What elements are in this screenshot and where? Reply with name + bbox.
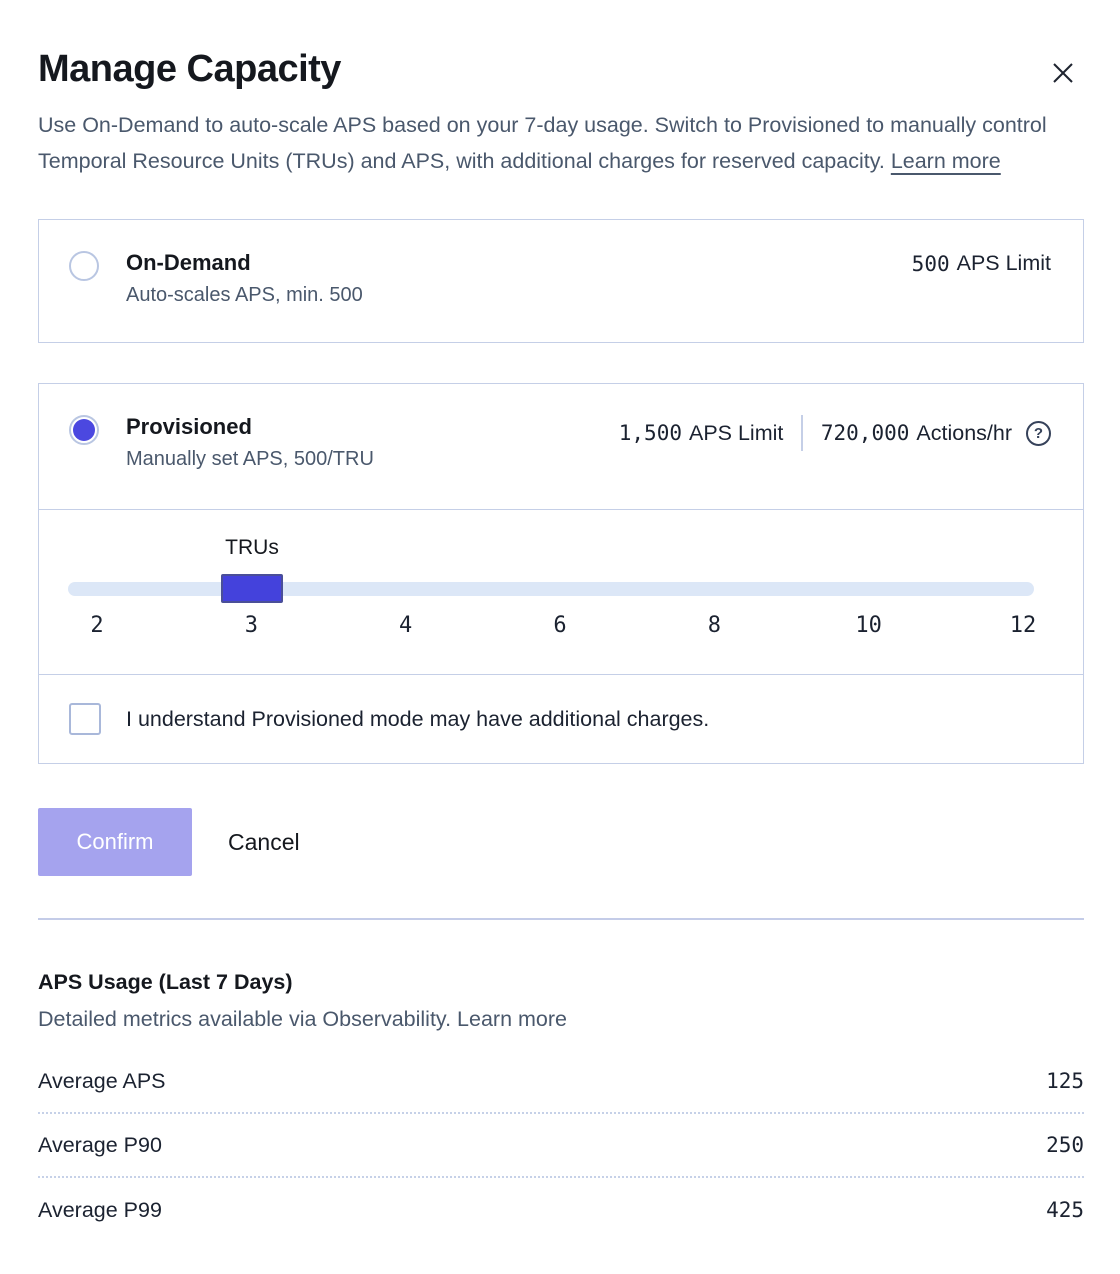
usage-learn-more-link[interactable]: Learn more	[457, 1007, 567, 1031]
slider-tick: 8	[707, 613, 721, 638]
acknowledge-label: I understand Provisioned mode may have a…	[126, 706, 710, 731]
table-row: Average P99 425	[38, 1178, 1084, 1242]
provisioned-actions-unit: Actions/hr	[916, 420, 1012, 445]
on-demand-values: 500 APS Limit	[912, 251, 1051, 276]
metric-label: Average APS	[38, 1068, 166, 1093]
on-demand-option-row: On-Demand Auto-scales APS, min. 500 500 …	[39, 220, 1083, 308]
usage-subtitle-text: Detailed metrics available via Observabi…	[38, 1007, 452, 1031]
section-divider	[38, 918, 1084, 920]
tru-slider-handle[interactable]	[221, 574, 283, 603]
on-demand-subtitle: Auto-scales APS, min. 500	[126, 284, 363, 306]
on-demand-card[interactable]: On-Demand Auto-scales APS, min. 500 500 …	[38, 219, 1084, 343]
acknowledge-section: I understand Provisioned mode may have a…	[39, 675, 1083, 763]
provisioned-card: Provisioned Manually set APS, 500/TRU 1,…	[38, 383, 1084, 764]
on-demand-aps-value: 500	[911, 251, 950, 276]
tru-slider-section: TRUs 2 3 4 6 8 10 12	[39, 510, 1083, 674]
slider-label: TRUs	[225, 536, 279, 559]
provisioned-text: Provisioned Manually set APS, 500/TRU	[126, 413, 374, 472]
provisioned-subtitle: Manually set APS, 500/TRU	[126, 448, 374, 470]
on-demand-text: On-Demand Auto-scales APS, min. 500	[126, 249, 363, 308]
provisioned-values: 1,500 APS Limit 720,000 Actions/hr ?	[619, 415, 1051, 451]
provisioned-label: Provisioned	[126, 414, 252, 439]
close-icon	[1053, 63, 1073, 83]
provisioned-option-row[interactable]: Provisioned Manually set APS, 500/TRU 1,…	[39, 384, 1083, 509]
cancel-button[interactable]: Cancel	[228, 828, 300, 855]
provisioned-aps-unit: APS Limit	[688, 420, 784, 445]
provisioned-aps-value: 1,500	[618, 421, 682, 445]
provisioned-radio[interactable]	[69, 415, 99, 445]
usage-title: APS Usage (Last 7 Days)	[38, 970, 293, 994]
slider-ticks: 2 3 4 6 8 10 12	[75, 613, 1045, 638]
slider-tick: 3	[244, 613, 258, 638]
confirm-button[interactable]: Confirm	[38, 808, 192, 876]
metric-label: Average P99	[38, 1197, 162, 1222]
modal-description: Use On-Demand to auto-scale APS based on…	[38, 107, 1084, 179]
metric-value: 125	[1046, 1069, 1084, 1093]
learn-more-link[interactable]: Learn more	[890, 149, 1001, 173]
values-divider	[801, 415, 803, 451]
on-demand-radio[interactable]	[69, 251, 99, 281]
card-inner-divider	[39, 674, 1083, 675]
table-row: Average APS 125	[38, 1050, 1084, 1114]
slider-tick: 2	[90, 613, 104, 638]
action-bar: Confirm Cancel	[38, 808, 1084, 876]
help-icon[interactable]: ?	[1026, 420, 1051, 446]
card-inner-divider	[39, 509, 1083, 510]
radio-dot	[73, 419, 95, 441]
description-text: Use On-Demand to auto-scale APS based on…	[38, 113, 1047, 173]
slider-tick: 12	[1009, 613, 1037, 638]
slider-tick: 4	[399, 613, 413, 638]
provisioned-actions-value: 720,000	[820, 421, 910, 445]
metric-label: Average P90	[38, 1132, 162, 1157]
close-button[interactable]	[1046, 56, 1080, 93]
metric-value: 250	[1046, 1133, 1084, 1157]
table-row: Average P90 250	[38, 1114, 1084, 1178]
page-title: Manage Capacity	[38, 48, 341, 90]
slider-tick: 6	[553, 613, 567, 638]
metric-value: 425	[1046, 1198, 1084, 1222]
modal-header: Manage Capacity	[38, 48, 1084, 93]
on-demand-aps-unit: APS Limit	[956, 251, 1051, 275]
tru-slider-track[interactable]	[68, 582, 1034, 596]
usage-table: Average APS 125 Average P90 250 Average …	[38, 1050, 1084, 1242]
usage-subtitle: Detailed metrics available via Observabi…	[38, 1004, 1084, 1034]
acknowledge-checkbox[interactable]	[69, 703, 101, 735]
slider-tick: 10	[855, 613, 882, 638]
on-demand-label: On-Demand	[126, 250, 251, 275]
